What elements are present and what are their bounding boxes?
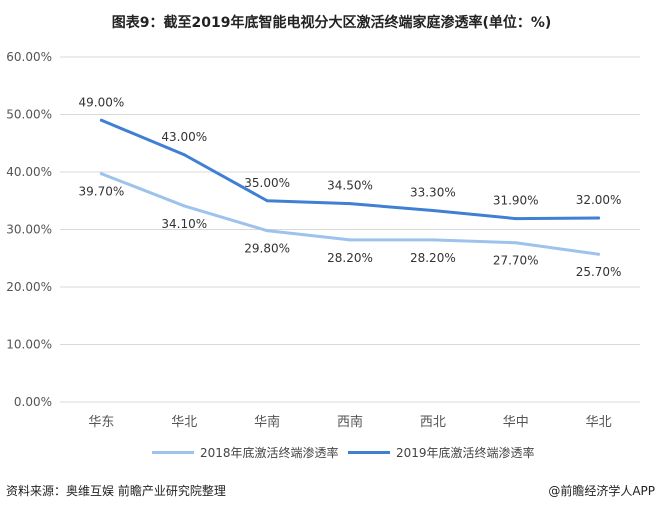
y-tick-label: 0.00% bbox=[14, 395, 52, 409]
data-label-2018: 39.70% bbox=[79, 185, 125, 199]
data-label-2019: 35.00% bbox=[244, 176, 290, 190]
data-point-2019 bbox=[597, 216, 601, 220]
data-point-2019 bbox=[182, 153, 186, 157]
data-point-2019 bbox=[99, 118, 103, 122]
legend-item-2018: 2018年底激活终端渗透率 bbox=[152, 444, 339, 461]
data-point-2019 bbox=[514, 217, 518, 221]
x-axis-ticks: 华东 华北 华南 西南 西北 华中 华北 bbox=[88, 414, 611, 430]
data-point-2018 bbox=[265, 229, 269, 233]
y-tick-label: 20.00% bbox=[6, 280, 52, 294]
data-label-2019: 43.00% bbox=[161, 130, 207, 144]
data-label-2018: 29.80% bbox=[244, 242, 290, 256]
x-tick-label: 华北 bbox=[586, 415, 612, 430]
x-tick-label: 华中 bbox=[503, 415, 529, 430]
data-point-2019 bbox=[431, 209, 435, 213]
series-lines bbox=[99, 118, 601, 256]
data-label-2019: 31.90% bbox=[493, 194, 539, 208]
data-point-2018 bbox=[99, 172, 103, 176]
data-label-2019: 32.00% bbox=[576, 193, 622, 207]
data-point-2019 bbox=[348, 202, 352, 206]
data-point-2019 bbox=[265, 199, 269, 203]
data-label-2018: 25.70% bbox=[576, 265, 622, 279]
data-label-2018: 27.70% bbox=[493, 254, 539, 268]
data-label-2018: 34.10% bbox=[161, 217, 207, 231]
data-point-2018 bbox=[597, 252, 601, 256]
gridlines bbox=[60, 56, 640, 403]
data-point-2018 bbox=[431, 238, 435, 242]
y-tick-label: 30.00% bbox=[6, 223, 52, 237]
chart-title: 图表9：截至2019年底智能电视分大区激活终端家庭渗透率(单位：%) bbox=[111, 15, 552, 31]
x-tick-label: 华东 bbox=[88, 415, 114, 430]
x-tick-label: 西北 bbox=[420, 415, 446, 430]
y-tick-label: 50.00% bbox=[6, 108, 52, 122]
data-point-2018 bbox=[348, 238, 352, 242]
data-label-2018: 28.20% bbox=[327, 251, 373, 265]
legend-label-2018: 2018年底激活终端渗透率 bbox=[200, 446, 339, 460]
x-tick-label: 华北 bbox=[171, 415, 197, 430]
data-labels: 39.70% 34.10% 29.80% 28.20% 28.20% 27.70% 25.7… bbox=[79, 95, 622, 279]
source-note: 资料来源：奥维互娱 前瞻产业研究院整理 bbox=[6, 484, 226, 498]
legend: 2018年底激活终端渗透率 2019年底激活终端渗透率 bbox=[0, 444, 663, 464]
legend-swatch-2018 bbox=[152, 451, 194, 454]
x-tick-label: 西南 bbox=[337, 414, 363, 430]
data-label-2019: 49.00% bbox=[79, 95, 125, 109]
data-label-2018: 28.20% bbox=[410, 251, 456, 265]
data-point-2018 bbox=[182, 204, 186, 208]
y-tick-label: 40.00% bbox=[6, 165, 52, 179]
y-axis-ticks: 0.00% 10.00% 20.00% 30.00% 40.00% 50.00% 60.00… bbox=[6, 50, 52, 409]
data-label-2019: 34.50% bbox=[327, 179, 373, 193]
legend-swatch-2019 bbox=[348, 451, 390, 454]
line-chart: 0.00% 10.00% 20.00% 30.00% 40.00% 50.00% 60.00… bbox=[6, 50, 640, 430]
y-tick-label: 60.00% bbox=[6, 50, 52, 64]
data-point-2018 bbox=[514, 241, 518, 245]
legend-label-2019: 2019年底激活终端渗透率 bbox=[396, 446, 535, 460]
legend-item-2019: 2019年底激活终端渗透率 bbox=[348, 444, 535, 461]
brand-note: @前瞻经济学人APP bbox=[548, 484, 655, 498]
data-label-2019: 33.30% bbox=[410, 186, 456, 200]
x-tick-label: 华南 bbox=[254, 414, 280, 430]
y-tick-label: 10.00% bbox=[6, 338, 52, 352]
